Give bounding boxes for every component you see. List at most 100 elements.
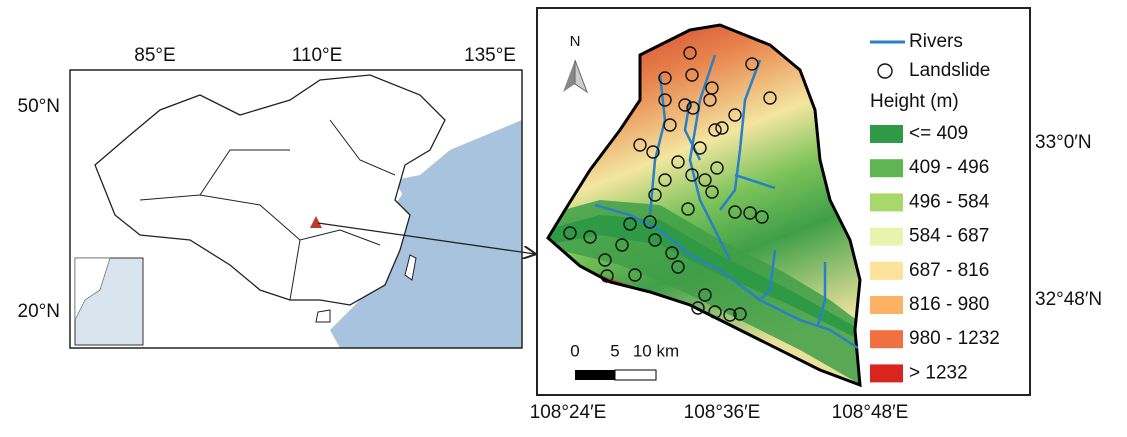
river: [734, 173, 776, 190]
watershed-boundary: [546, 23, 862, 388]
province-borders: [139, 119, 396, 301]
lat-label: 32°48′N: [1035, 289, 1102, 310]
island: [315, 309, 331, 323]
landslides: [563, 46, 777, 322]
landslide-point: [728, 108, 742, 122]
landslide-point: [698, 288, 712, 302]
lat-label: 33°0′N: [1035, 132, 1092, 153]
scale-label: 5: [610, 341, 619, 360]
landslide-point: [708, 305, 722, 319]
landslide-point: [648, 188, 662, 202]
sea: [330, 120, 522, 348]
lon-label: 135°E: [464, 45, 516, 66]
landslide-point: [683, 46, 697, 60]
legend-swatch: [870, 364, 903, 383]
landslide-point: [665, 246, 679, 260]
landslide-point: [643, 215, 657, 229]
lon-label: 108°48′E: [832, 402, 909, 423]
legend-label: 496 - 584: [909, 191, 990, 212]
landslide-point: [648, 233, 662, 247]
landslide-point: [658, 71, 672, 85]
legend-label: <= 409: [909, 123, 968, 144]
landslide-point: [623, 217, 637, 231]
landslide-point: [715, 121, 729, 135]
landslide-point: [615, 238, 629, 252]
scale-bar: [614, 369, 657, 381]
landslide-point: [708, 123, 722, 137]
landslide-point: [646, 145, 660, 159]
north-arrow: [563, 60, 575, 92]
north-arrow: [574, 59, 589, 94]
landslide-point: [563, 226, 577, 240]
lon-label: 85°E: [134, 45, 175, 66]
scale-bar: [575, 370, 615, 380]
island: [404, 254, 417, 281]
inset-land: [74, 257, 111, 321]
legend-label: 687 - 816: [909, 260, 989, 281]
lat-label: 50°N: [18, 96, 60, 117]
legend-title: Height (m): [870, 91, 959, 112]
landslide-point: [685, 168, 699, 182]
landslide-point: [703, 93, 717, 107]
north-label: N: [570, 33, 581, 50]
landslide-point: [663, 118, 677, 132]
scale-label: 10 km: [633, 341, 679, 360]
river: [816, 262, 827, 326]
locator-arrow: [317, 222, 535, 254]
landslide-point: [671, 155, 685, 169]
legend-label: 816 - 980: [909, 294, 989, 315]
landslide-point: [628, 268, 642, 282]
legend-swatch: [870, 125, 903, 143]
landslide-point: [678, 98, 692, 112]
landslide-point: [671, 260, 685, 274]
landslide-point: [681, 202, 695, 216]
lon-label: 110°E: [292, 45, 343, 66]
landslide-point: [710, 161, 724, 175]
legend-swatch: [870, 330, 903, 349]
landslide-point: [755, 210, 769, 224]
valley-floor: [548, 215, 860, 345]
legend-label: 409 - 496: [909, 157, 989, 178]
country-outline: [94, 74, 446, 306]
study-area-marker: [310, 216, 322, 228]
left-map: [70, 70, 522, 348]
lon-label: 108°24′E: [530, 402, 607, 423]
river: [759, 249, 777, 301]
valley: [548, 200, 860, 385]
landslide-point: [728, 205, 742, 219]
river: [648, 74, 667, 216]
lon-label: 108°36′E: [684, 402, 761, 423]
legend-label: Landslide: [909, 60, 990, 81]
lat-label: 20°N: [18, 301, 60, 322]
landslide-point: [733, 307, 747, 321]
legend-landslide-symbol: [877, 63, 893, 79]
landslide-point: [583, 230, 597, 244]
legend-swatch: [870, 261, 903, 280]
legend-label: 980 - 1232: [909, 328, 1000, 349]
landslide-point: [685, 68, 699, 82]
landslide-point: [598, 253, 612, 267]
landslide-point: [763, 91, 777, 105]
landslide-point: [745, 57, 759, 71]
legend-swatch: [870, 227, 903, 246]
landslide-point: [723, 308, 737, 322]
landslide-point: [705, 185, 719, 199]
legend-swatch: [870, 159, 903, 178]
legend-label: > 1232: [909, 362, 968, 383]
river: [594, 203, 859, 350]
legend-label: 584 - 687: [909, 226, 989, 247]
left-map-frame: [69, 69, 523, 349]
landslide-point: [691, 301, 705, 315]
landslide-point: [698, 173, 712, 187]
landslide-point: [600, 269, 614, 283]
river: [719, 59, 762, 211]
landslide-point: [743, 206, 757, 220]
legend-label: Rivers: [909, 31, 963, 52]
landslide-point: [633, 138, 647, 152]
landslide-point: [658, 173, 672, 187]
legend-swatch: [870, 193, 903, 212]
scale-label: 0: [570, 341, 579, 360]
landslide-point: [686, 101, 700, 115]
landslide-point: [658, 93, 672, 107]
